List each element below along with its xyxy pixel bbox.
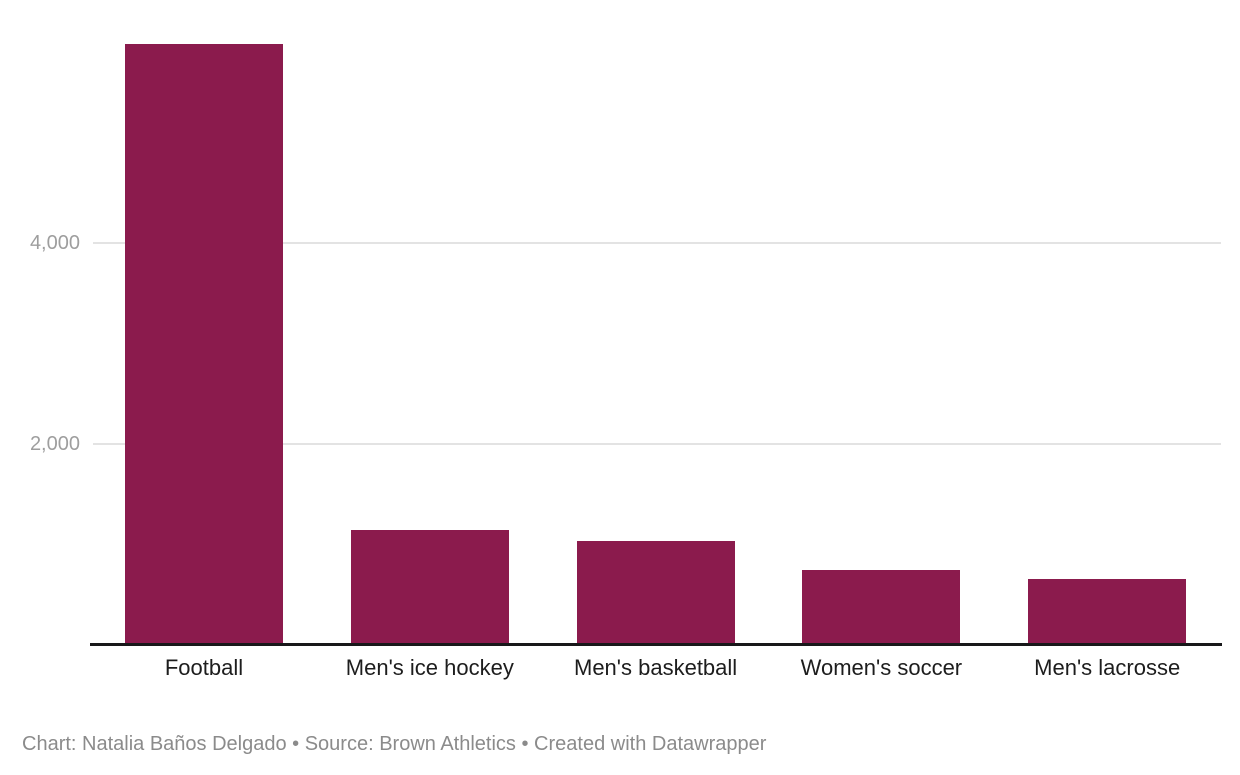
y-gridline	[93, 241, 1221, 244]
y-tick-label: 4,000	[29, 231, 80, 254]
x-category-label: Men's lacrosse	[1034, 655, 1181, 680]
x-category-label: Men's ice hockey	[345, 655, 514, 680]
y-tick-label: 2,000	[29, 433, 80, 455]
y-gridline	[93, 443, 1221, 445]
x-category-label: Men's basketball	[574, 655, 738, 680]
x-category-label: Women's soccer	[800, 655, 963, 680]
bar-men-s-ice-hockey[interactable]	[350, 529, 509, 646]
x-category-label: Football	[164, 655, 244, 680]
bar-football[interactable]	[125, 44, 283, 646]
x-axis-line	[90, 643, 1222, 646]
chart-footer: Chart: Natalia Baños Delgado • Source: B…	[22, 733, 767, 755]
bar-men-s-basketball[interactable]	[576, 540, 735, 646]
bar-women-s-soccer[interactable]	[802, 569, 961, 646]
bar-men-s-lacrosse[interactable]	[1028, 579, 1187, 646]
